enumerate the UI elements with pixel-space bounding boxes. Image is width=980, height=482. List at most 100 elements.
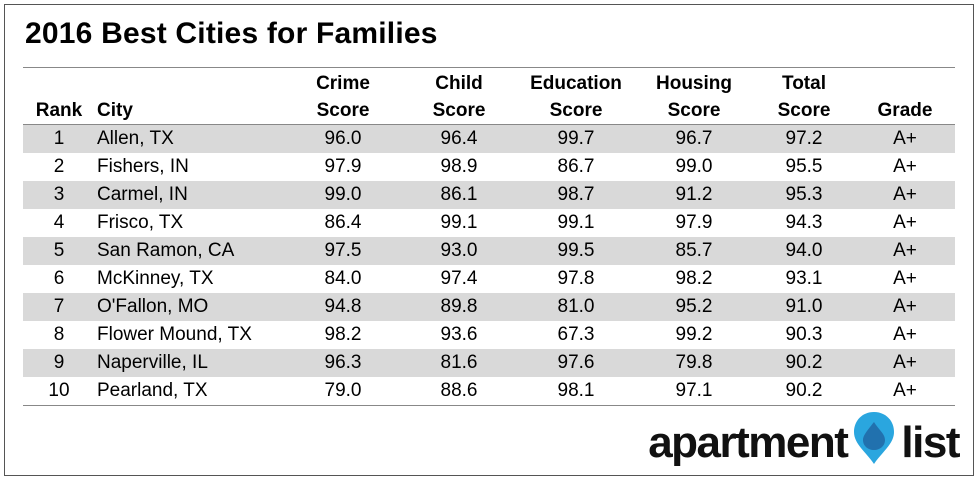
cell-city: Frisco, TX xyxy=(97,212,184,233)
cell-child: 93.0 xyxy=(401,237,517,265)
column-header-line2: City xyxy=(97,100,133,121)
location-pin-icon xyxy=(851,410,897,477)
cell-education: 99.7 xyxy=(517,124,635,153)
cell-total: 95.3 xyxy=(753,181,855,209)
table-body: 1 Allen, TX 96.0 96.4 99.7 96.7 97.2 A+ 2 Fishers… xyxy=(23,124,955,406)
column-header-line2: Rank xyxy=(35,100,83,121)
cell-total: 97.2 xyxy=(753,124,855,153)
table-row: 2 Fishers, IN 97.9 98.9 86.7 99.0 95.5 A+ xyxy=(23,153,955,181)
cell-education: 99.5 xyxy=(517,237,635,265)
cell-rank: 6 xyxy=(53,268,65,289)
cell-child: 86.1 xyxy=(401,181,517,209)
chart-title: 2016 Best Cities for Families xyxy=(25,17,438,50)
table-row: 8 Flower Mound, TX 98.2 93.6 67.3 99.2 90.3 A+ xyxy=(23,321,955,349)
column-header-total: Total Score xyxy=(753,67,855,125)
apartment-list-logo: apartment list xyxy=(648,411,960,473)
cell-city: O'Fallon, MO xyxy=(95,293,285,321)
column-header-line1 xyxy=(855,70,955,97)
cell-grade: A+ xyxy=(855,349,955,377)
cell-housing: 85.7 xyxy=(635,237,753,265)
cell-crime: 79.0 xyxy=(285,377,401,406)
cell-total: 90.2 xyxy=(753,377,855,406)
table-row: 10 Pearland, TX 79.0 88.6 98.1 97.1 90.2 A+ xyxy=(23,377,955,406)
cell-crime: 98.2 xyxy=(324,324,362,345)
cell-rank: 3 xyxy=(23,181,95,209)
cell-grade: A+ xyxy=(855,237,955,265)
cell-rank: 2 xyxy=(53,156,65,177)
column-header-line1 xyxy=(97,70,285,97)
cell-total: 94.3 xyxy=(785,212,823,233)
cell-housing: 97.1 xyxy=(635,377,753,406)
cell-crime: 86.4 xyxy=(324,212,362,233)
column-header-line1: Housing xyxy=(656,73,732,94)
header-row: Rank City Crime Score Child Score Education Sc… xyxy=(23,67,955,125)
cell-child: 98.9 xyxy=(440,156,478,177)
cell-education: 81.0 xyxy=(517,293,635,321)
cell-rank: 5 xyxy=(23,237,95,265)
cell-grade: A+ xyxy=(855,293,955,321)
cell-housing: 97.9 xyxy=(675,212,713,233)
cell-city: Pearland, TX xyxy=(95,377,285,406)
cell-crime: 97.5 xyxy=(285,237,401,265)
column-header-line1: Crime xyxy=(316,73,370,94)
column-header-grade: Grade xyxy=(855,67,955,125)
cell-crime: 99.0 xyxy=(285,181,401,209)
column-header-line2: Score xyxy=(777,100,831,121)
cell-education: 97.6 xyxy=(517,349,635,377)
cell-child: 81.6 xyxy=(401,349,517,377)
column-header-line1: Education xyxy=(530,73,622,94)
cell-housing: 98.2 xyxy=(675,268,713,289)
column-header-line1: Child xyxy=(435,73,483,94)
cell-crime: 97.9 xyxy=(324,156,362,177)
cell-rank: 7 xyxy=(23,293,95,321)
cell-child: 99.1 xyxy=(440,212,478,233)
cell-grade: A+ xyxy=(893,156,917,177)
cell-crime: 96.3 xyxy=(285,349,401,377)
cell-total: 93.1 xyxy=(785,268,823,289)
cell-rank: 4 xyxy=(53,212,65,233)
cell-total: 95.5 xyxy=(785,156,823,177)
column-header-line2: Score xyxy=(432,100,486,121)
cell-child: 93.6 xyxy=(440,324,478,345)
cell-city: Naperville, IL xyxy=(95,349,285,377)
chart-frame: 2016 Best Cities for Families Rank City C… xyxy=(4,4,974,476)
cell-rank: 8 xyxy=(53,324,65,345)
cell-education: 98.7 xyxy=(517,181,635,209)
cell-city: Flower Mound, TX xyxy=(97,324,252,345)
cell-education: 97.8 xyxy=(557,268,595,289)
column-header-housing: Housing Score xyxy=(635,67,753,125)
cell-grade: A+ xyxy=(893,324,917,345)
cell-education: 67.3 xyxy=(557,324,595,345)
table-row: 6 McKinney, TX 84.0 97.4 97.8 98.2 93.1 A+ xyxy=(23,265,955,293)
cell-grade: A+ xyxy=(893,268,917,289)
logo-word-list: list xyxy=(901,418,960,467)
cell-education: 99.1 xyxy=(557,212,595,233)
cell-housing: 99.2 xyxy=(675,324,713,345)
column-header-line2: Score xyxy=(667,100,721,121)
column-header-rank: Rank xyxy=(23,67,95,125)
cell-education: 98.1 xyxy=(517,377,635,406)
cell-total: 90.2 xyxy=(753,349,855,377)
column-header-education: Education Score xyxy=(517,67,635,125)
cell-education: 86.7 xyxy=(557,156,595,177)
cell-child: 96.4 xyxy=(401,124,517,153)
cell-housing: 79.8 xyxy=(635,349,753,377)
cell-rank: 9 xyxy=(23,349,95,377)
cell-crime: 96.0 xyxy=(285,124,401,153)
cell-grade: A+ xyxy=(855,377,955,406)
logo-word-apartment: apartment xyxy=(648,418,849,467)
cell-housing: 95.2 xyxy=(635,293,753,321)
cell-city: McKinney, TX xyxy=(97,268,214,289)
column-header-line2: Score xyxy=(316,100,370,121)
table-row: 1 Allen, TX 96.0 96.4 99.7 96.7 97.2 A+ xyxy=(23,124,955,153)
cell-total: 90.3 xyxy=(785,324,823,345)
cell-grade: A+ xyxy=(855,124,955,153)
cell-city: Allen, TX xyxy=(95,124,285,153)
cell-crime: 94.8 xyxy=(285,293,401,321)
cell-child: 89.8 xyxy=(401,293,517,321)
table-row: 7 O'Fallon, MO 94.8 89.8 81.0 95.2 91.0 A+ xyxy=(23,293,955,321)
column-header-line2: Grade xyxy=(877,100,933,121)
cell-rank: 1 xyxy=(23,124,95,153)
cell-total: 91.0 xyxy=(753,293,855,321)
table-row: 9 Naperville, IL 96.3 81.6 97.6 79.8 90.2 A+ xyxy=(23,349,955,377)
